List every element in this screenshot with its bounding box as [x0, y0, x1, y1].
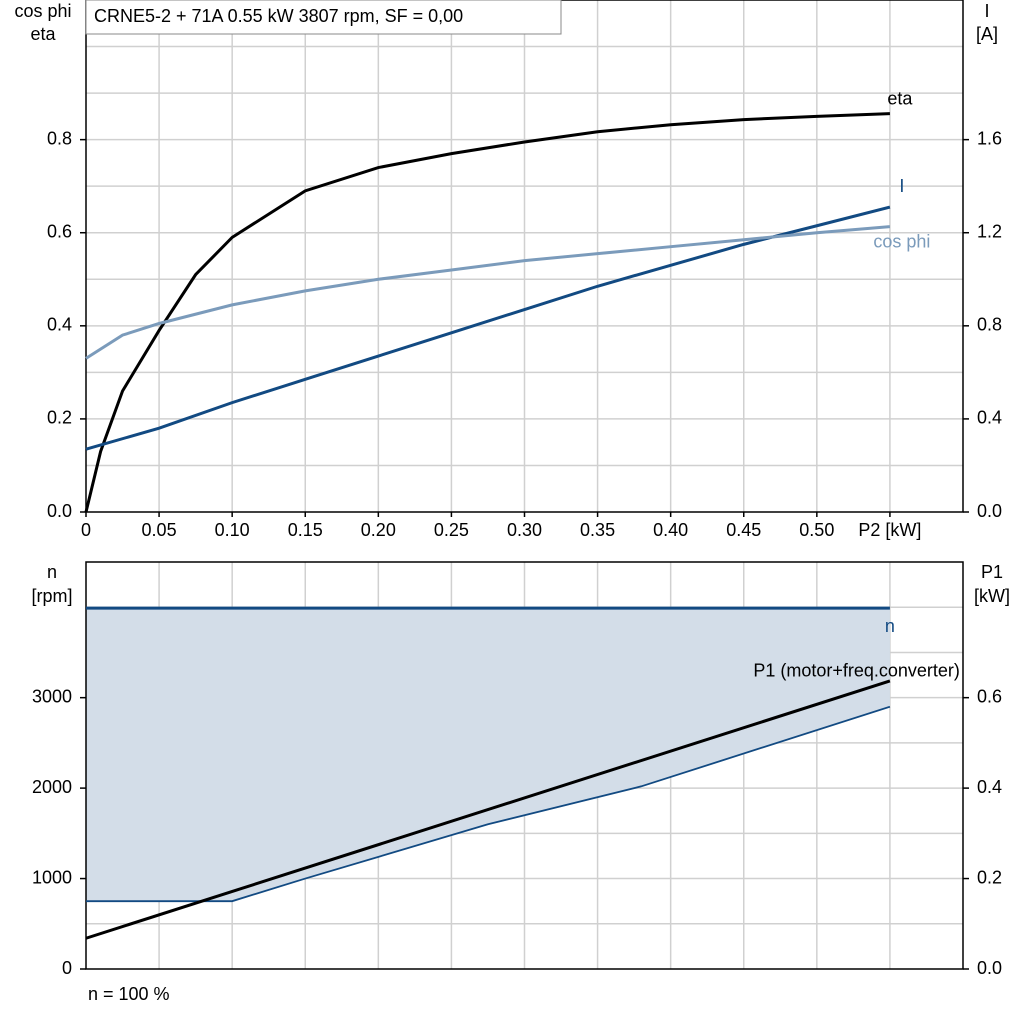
y-axis-label: n — [47, 562, 57, 582]
y2-tick-label: 0.2 — [977, 867, 1002, 887]
x-tick-label: 0.45 — [726, 520, 761, 540]
plot-layer: 0 0.05 0.10 0.15 0.20 0.25 0.30 0.35 0.40 0.45 0.5… — [32, 0, 1002, 978]
y-tick-label: 0.8 — [47, 128, 72, 148]
series-line — [84, 112, 890, 513]
x-tick-label: P2 [kW] — [858, 520, 921, 540]
plot-frame — [85, 0, 964, 513]
title-box — [85, 0, 562, 35]
x-tick-label: 0.15 — [288, 520, 323, 540]
plot-frame — [85, 561, 964, 970]
y-tick-label: 0 — [62, 958, 72, 978]
y-axis-label: eta — [30, 24, 56, 44]
x-tick-label: 0.05 — [142, 520, 177, 540]
y2-axis-label: I — [984, 1, 989, 21]
y2-tick-label: 0.6 — [977, 686, 1002, 706]
y-axis-label: [rpm] — [31, 586, 72, 606]
y2-tick-label: 0.8 — [977, 315, 1002, 335]
series-label: cos phi — [873, 231, 930, 251]
x-tick-label: 0 — [81, 520, 91, 540]
series-label: P1 (motor+freq.converter) — [753, 661, 960, 681]
y2-tick-label: 1.6 — [977, 128, 1002, 148]
series-label: I — [899, 176, 904, 196]
y2-tick-label: 0.4 — [977, 408, 1002, 428]
y-tick-label: 0.0 — [47, 501, 72, 521]
y2-tick-label: 0.4 — [977, 777, 1002, 797]
y-tick-label: 0.2 — [47, 408, 72, 428]
chart-title: CRNE5-2 + 71A 0.55 kW 3807 rpm, SF = 0,0… — [94, 6, 463, 26]
y2-axis-label: [A] — [976, 24, 998, 44]
y2-axis-label: [kW] — [974, 586, 1010, 606]
x-tick-label: 0.20 — [361, 520, 396, 540]
x-tick-label: 0.40 — [653, 520, 688, 540]
note: n = 100 % — [88, 984, 170, 1004]
x-tick-label: 0.50 — [799, 520, 834, 540]
y-tick-label: 1000 — [32, 867, 72, 887]
series-label: eta — [887, 88, 913, 108]
y2-axis-label: P1 — [981, 562, 1003, 582]
y-tick-label: 0.4 — [47, 315, 72, 335]
x-tick-label: 0.35 — [580, 520, 615, 540]
series-line — [85, 225, 891, 360]
series-line — [86, 705, 891, 903]
y-tick-label: 0.6 — [47, 221, 72, 241]
series-line — [85, 205, 891, 451]
series-label: n — [885, 616, 895, 636]
y-axis-label: cos phi — [14, 1, 71, 21]
y2-tick-label: 0.0 — [977, 501, 1002, 521]
x-tick-label: 0.25 — [434, 520, 469, 540]
y-tick-label: 2000 — [32, 777, 72, 797]
y2-tick-label: 1.2 — [977, 221, 1002, 241]
y2-tick-label: 0.0 — [977, 958, 1002, 978]
y-tick-label: 3000 — [32, 686, 72, 706]
x-tick-label: 0.30 — [507, 520, 542, 540]
series-line — [85, 679, 891, 940]
x-tick-label: 0.10 — [215, 520, 250, 540]
shaded-area — [86, 608, 890, 902]
